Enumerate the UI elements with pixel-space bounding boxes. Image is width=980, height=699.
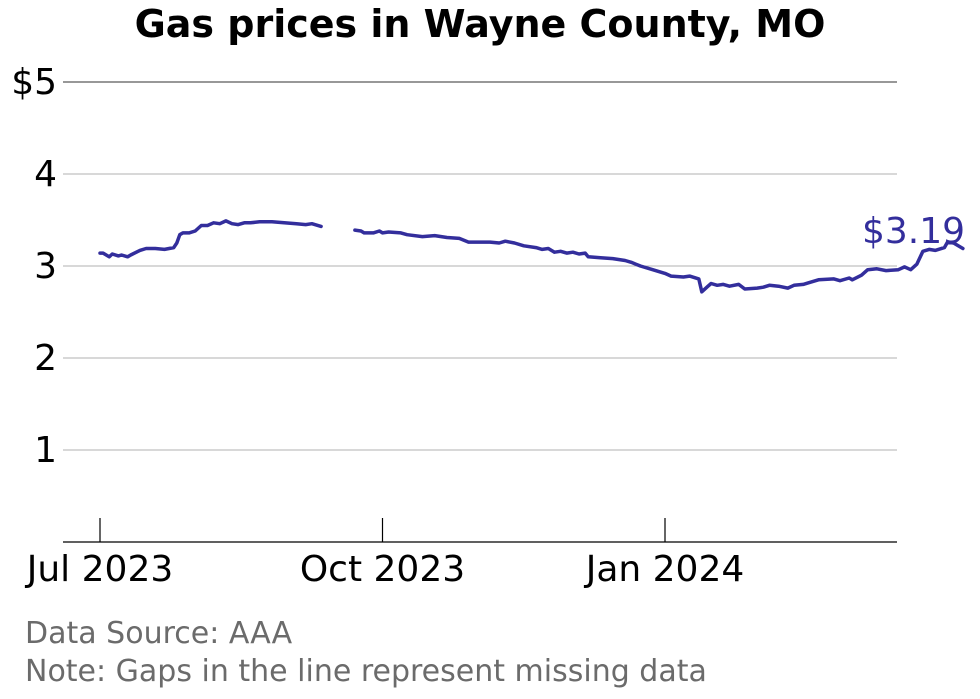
series-line-segment xyxy=(353,228,965,294)
y-tick-label: 3 xyxy=(34,246,57,287)
x-tick-label: Jan 2024 xyxy=(584,549,745,590)
y-axis-tick-labels: 1 2 3 4 $5 xyxy=(11,62,57,471)
price-series xyxy=(98,219,965,294)
gridlines xyxy=(63,81,897,451)
end-value-label: $3.19 xyxy=(862,211,965,252)
series-line-segment xyxy=(98,219,323,259)
y-tick-label: 4 xyxy=(34,154,57,195)
x-axis-ticks: Jul 2023 Oct 2023 Jan 2024 xyxy=(25,518,745,590)
data-source-note: Data Source: AAA xyxy=(25,616,293,651)
x-tick-label: Oct 2023 xyxy=(300,549,465,590)
chart-title: Gas prices in Wayne County, MO xyxy=(134,2,826,46)
y-tick-label: 1 xyxy=(34,430,57,471)
x-tick-label: Jul 2023 xyxy=(25,549,174,590)
y-tick-label: 2 xyxy=(34,338,57,379)
missing-data-note: Note: Gaps in the line represent missing… xyxy=(25,654,707,689)
y-tick-label: $5 xyxy=(11,62,57,103)
